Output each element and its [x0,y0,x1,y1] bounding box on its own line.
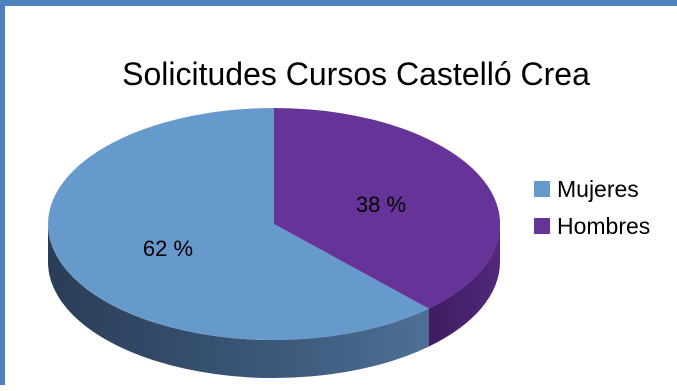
legend: Mujeres Hombres [534,176,650,239]
pie-side-mujeres [47,224,429,379]
data-labels: 62 % 38 % [143,192,406,261]
pie-chart: Solicitudes Cursos Castelló Crea 62 % 38… [47,56,650,379]
legend-label-mujeres: Mujeres [557,176,639,202]
legend-swatch-hombres [534,218,550,234]
data-label-hombres: 38 % [356,192,406,217]
pie-slices [48,107,501,340]
pie-slice-mujeres [48,108,429,340]
data-label-mujeres: 62 % [143,236,193,261]
legend-swatch-mujeres [534,181,550,197]
pie-side-hombres [428,224,500,347]
legend-label-hombres: Hombres [557,213,650,239]
pie-slice-hombres [274,107,501,309]
pie-side-walls [47,224,500,379]
chart-title: Solicitudes Cursos Castelló Crea [122,56,590,92]
